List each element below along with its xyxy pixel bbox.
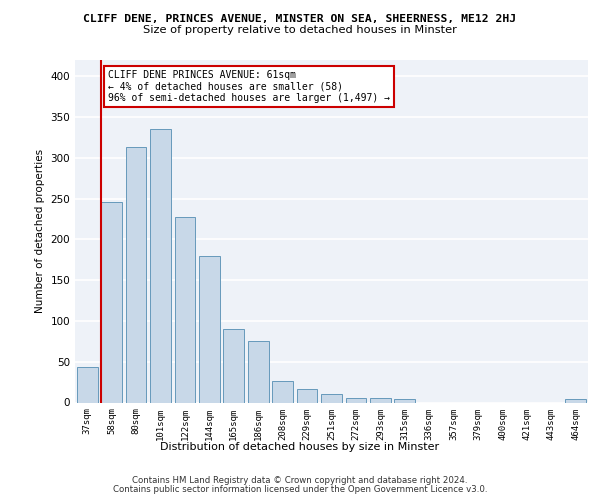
Bar	[296, 390, 317, 402]
Bar	[272, 382, 293, 402]
Bar	[248, 342, 269, 402]
Bar	[223, 329, 244, 402]
Bar	[199, 256, 220, 402]
Text: Contains HM Land Registry data © Crown copyright and database right 2024.: Contains HM Land Registry data © Crown c…	[132, 476, 468, 485]
Bar	[565, 399, 586, 402]
Bar	[150, 130, 171, 402]
Bar	[125, 148, 146, 402]
Bar	[394, 399, 415, 402]
Bar	[321, 394, 342, 402]
Y-axis label: Number of detached properties: Number of detached properties	[35, 149, 45, 314]
Text: Distribution of detached houses by size in Minster: Distribution of detached houses by size …	[160, 442, 440, 452]
Bar	[346, 398, 367, 402]
Bar	[175, 216, 196, 402]
Text: Contains public sector information licensed under the Open Government Licence v3: Contains public sector information licen…	[113, 485, 487, 494]
Bar	[77, 366, 98, 402]
Text: Size of property relative to detached houses in Minster: Size of property relative to detached ho…	[143, 25, 457, 35]
Text: CLIFF DENE, PRINCES AVENUE, MINSTER ON SEA, SHEERNESS, ME12 2HJ: CLIFF DENE, PRINCES AVENUE, MINSTER ON S…	[83, 14, 517, 24]
Bar	[370, 398, 391, 402]
Text: CLIFF DENE PRINCES AVENUE: 61sqm
← 4% of detached houses are smaller (58)
96% of: CLIFF DENE PRINCES AVENUE: 61sqm ← 4% of…	[108, 70, 390, 103]
Bar	[101, 202, 122, 402]
